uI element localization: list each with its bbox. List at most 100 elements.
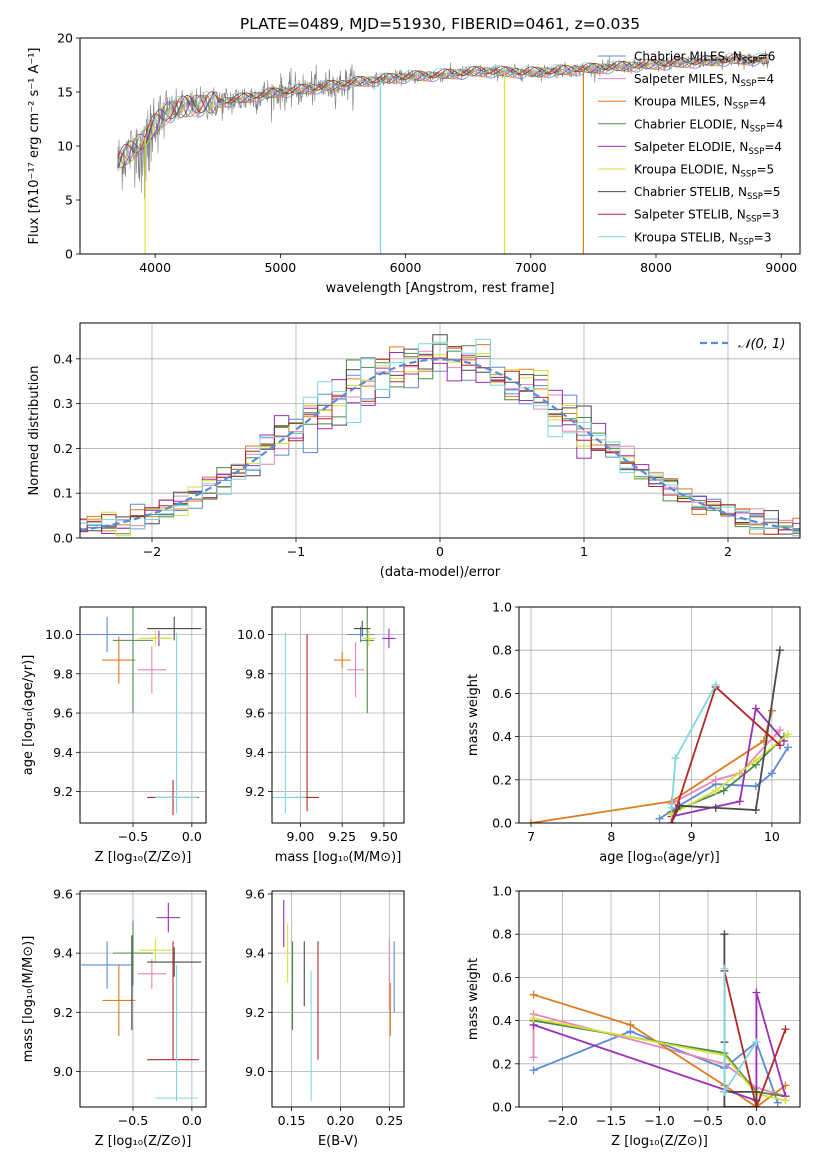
weight-line (671, 733, 789, 816)
plot-area-z-weight (529, 930, 790, 1107)
legend-entry: Kroupa STELIB, NSSP=3 (634, 230, 772, 247)
weight-marker (720, 1087, 729, 1096)
legend-entry: Chabrier STELIB, NSSP=5 (634, 185, 781, 202)
weight-marker (720, 930, 729, 939)
weight-marker (781, 1096, 790, 1105)
weight-marker (711, 803, 720, 812)
weight-marker (529, 1066, 538, 1075)
plot-area-mass-age (272, 607, 396, 814)
y-axis-label: age [log₁₀(age/yr)] (21, 655, 36, 776)
weight-marker (529, 1014, 538, 1023)
x-tick-label: 0 (436, 544, 444, 559)
x-tick-label: 7 (527, 829, 535, 844)
legend-entry: Kroupa MILES, NSSP=4 (634, 95, 766, 112)
y-tick-label: 9.4 (245, 745, 265, 760)
model-line (117, 57, 769, 160)
plot-area-spectrum (117, 51, 769, 254)
y-tick-label: 0.0 (492, 816, 512, 831)
x-tick-label: 0.25 (375, 1113, 403, 1128)
axes-frame (79, 606, 207, 824)
x-axis-label: mass [log₁₀(M/M⊙)] (275, 850, 402, 865)
y-axis-label: mass weight (466, 958, 481, 1040)
y-tick-label: 9.0 (245, 1064, 265, 1079)
weight-marker (667, 803, 676, 812)
x-tick-label: −2.0 (547, 1113, 577, 1128)
y-tick-label: 0.3 (53, 396, 73, 411)
y-tick-label: 9.2 (53, 784, 73, 799)
plot-area-z-mass (81, 902, 202, 1102)
x-tick-label: 10 (764, 829, 780, 844)
residual-histogram (80, 353, 800, 537)
y-tick-label: 0.2 (53, 441, 73, 456)
weight-marker (751, 806, 760, 815)
x-tick-label: 9000 (765, 260, 797, 275)
residual-histogram (80, 346, 800, 535)
x-tick-label: 0.15 (278, 1113, 306, 1128)
legend-entry: Chabrier MILES, NSSP=6 (634, 50, 775, 67)
weight-marker (783, 730, 792, 739)
weight-marker (752, 988, 761, 997)
weight-marker (751, 756, 760, 765)
legend-entry: Salpeter MILES, NSSP=4 (634, 72, 774, 89)
axes-frame (79, 890, 207, 1108)
y-tick-label: 0.2 (492, 1056, 512, 1071)
y-tick-label: 10.0 (237, 627, 265, 642)
weight-marker (752, 1103, 761, 1107)
axes-z-mass: −0.5 0.0 9.0 9.2 9.4 9.6 Z [log₁₀(Z/Z⊙)] mass [… (21, 886, 207, 1149)
legend: Chabrier MILES, NSSP=6 Salpeter MILES, NS… (598, 50, 783, 247)
y-tick-label: 0.4 (492, 1013, 512, 1028)
axes-frame (79, 322, 801, 539)
x-tick-label: −0.5 (118, 1113, 148, 1128)
y-tick-label: 0.4 (53, 351, 73, 366)
plot-area-z-age (81, 607, 202, 816)
axes-frame (79, 37, 801, 255)
x-axis-label: age [log₁₀(age/yr)] (599, 850, 720, 865)
weight-marker (655, 814, 664, 823)
y-tick-label: 9.2 (245, 784, 265, 799)
y-tick-label: 9.6 (245, 886, 265, 901)
y-tick-label: 0 (65, 247, 73, 262)
x-axis-label: wavelength [Angstrom, rest frame] (326, 281, 555, 296)
weight-marker (751, 704, 760, 713)
legend-entry: Kroupa ELODIE, NSSP=5 (634, 163, 774, 180)
weight-line (658, 746, 789, 820)
axes-z-age: −0.5 0.0 9.2 9.4 9.6 9.8 10.0 Z [log₁₀(Z/Z⊙)] ag… (21, 606, 207, 865)
axes-z-weight: −2.0 −1.5 −1.0 −0.5 0.0 0.0 0.2 0.4 0.6 0.8 1.0 Z [… (466, 884, 801, 1149)
x-tick-label: 8 (607, 829, 615, 844)
model-line (117, 54, 769, 169)
x-tick-label: 0.0 (182, 1113, 202, 1128)
axes-ebv-mass: 0.15 0.20 0.25 9.0 9.2 9.4 9.6 E(B-V) (245, 886, 405, 1149)
y-tick-label: 0.6 (492, 970, 512, 985)
y-tick-label: 20 (57, 31, 73, 46)
x-axis-label: Z [log₁₀(Z/Z⊙)] (95, 850, 192, 865)
gaussian-curve (80, 358, 800, 532)
y-tick-label: 10 (57, 139, 73, 154)
x-tick-label: 5000 (264, 260, 296, 275)
weight-marker (775, 726, 784, 735)
y-tick-label: 0.4 (492, 729, 512, 744)
y-tick-label: 0.0 (53, 531, 73, 546)
weight-marker (783, 743, 792, 752)
weight-marker (781, 1025, 790, 1034)
x-tick-label: 9.25 (328, 829, 356, 844)
weight-marker (529, 990, 538, 999)
weight-marker (720, 964, 729, 973)
legend-entry: 𝒩(0, 1) (738, 337, 785, 352)
weight-line (671, 729, 781, 805)
x-tick-label: −1.5 (596, 1113, 626, 1128)
weight-marker (752, 1038, 761, 1047)
y-tick-label: 0.1 (53, 486, 73, 501)
y-tick-label: 9.6 (53, 886, 73, 901)
y-tick-label: 9.4 (245, 946, 265, 961)
axes-frame (518, 606, 801, 824)
y-axis-label: mass [log₁₀(M/M⊙)] (21, 936, 36, 1063)
x-tick-label: −1 (287, 544, 305, 559)
y-axis-label: Flux [fλ10⁻¹⁷ erg cm⁻² s⁻¹ A⁻¹] (27, 48, 42, 245)
y-tick-label: 9.2 (53, 1005, 73, 1020)
y-tick-label: 0.0 (492, 1100, 512, 1115)
weight-marker (711, 680, 720, 689)
legend-entry: Chabrier ELODIE, NSSP=4 (634, 117, 783, 134)
y-tick-label: 0.8 (492, 927, 512, 942)
y-tick-label: 5 (65, 193, 73, 208)
legend-entry: Salpeter STELIB, NSSP=3 (634, 208, 779, 225)
